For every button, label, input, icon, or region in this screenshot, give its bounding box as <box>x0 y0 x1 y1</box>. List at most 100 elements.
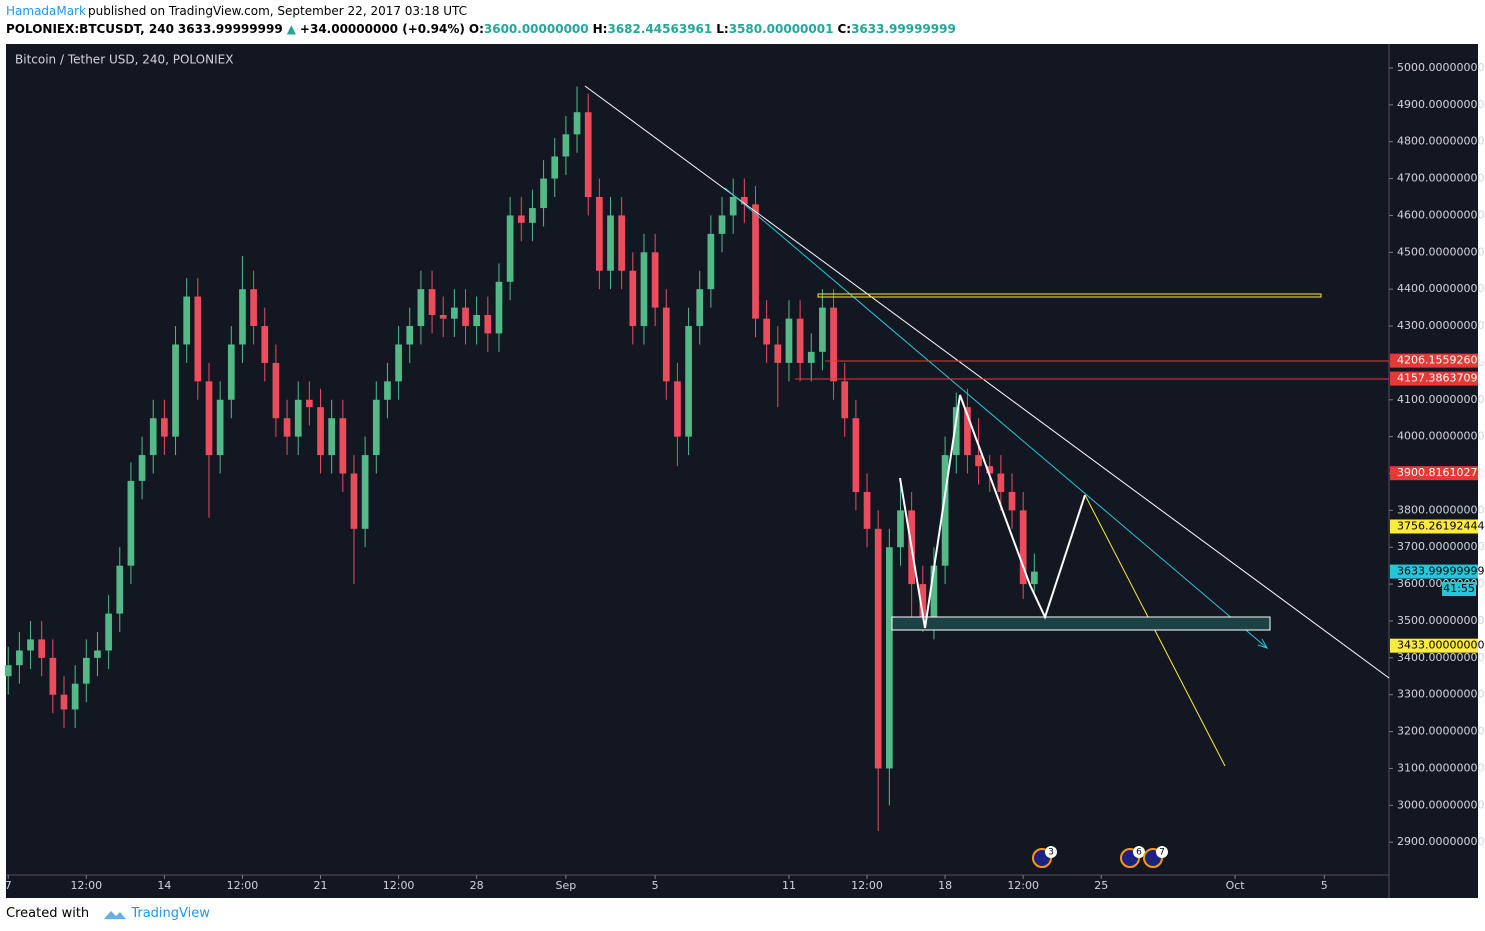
x-tick-label: Oct <box>1226 879 1246 892</box>
drawings <box>584 85 1390 767</box>
candle-body <box>662 307 670 382</box>
candle-body <box>774 344 782 363</box>
pattern[interactable] <box>899 394 1086 629</box>
candle-body <box>82 657 90 684</box>
candle-body <box>841 381 849 419</box>
price-label: 3433.00000000 <box>1397 639 1484 652</box>
y-tick-label: 4600.00000000 <box>1397 208 1484 221</box>
candle-body <box>696 289 704 327</box>
quote-part: L: <box>716 22 729 36</box>
candle-body <box>372 399 380 456</box>
quote-line: POLONIEX:BTCUSDT, 240 3633.99999999 ▲ +34.0… <box>6 22 960 36</box>
candle-body <box>94 650 101 658</box>
candle-body <box>885 547 893 769</box>
candle-body <box>986 466 994 474</box>
x-tick-label: 12:00 <box>227 879 259 892</box>
candle-body <box>227 344 235 400</box>
candle-body <box>941 455 949 566</box>
price-label: 3900.81610273 <box>1397 466 1484 479</box>
candle-body <box>183 296 191 345</box>
candle-body <box>651 252 659 308</box>
price-label-bg <box>1390 466 1478 481</box>
candle-body <box>149 418 157 456</box>
candle-body <box>417 289 425 327</box>
zone[interactable] <box>891 616 1271 631</box>
quote-part: +34.00000000 (+0.94%) <box>299 22 465 36</box>
price-label: 3633.99999999 <box>1397 565 1484 578</box>
x-tick-label: 11 <box>782 879 796 892</box>
candle-body <box>1019 510 1027 585</box>
candle-body <box>1030 571 1038 585</box>
y-tick-label: 3300.00000000 <box>1397 688 1484 701</box>
x-tick-label: 5 <box>652 879 659 892</box>
price-label-bg <box>1390 564 1478 579</box>
price-label: 4157.38637094 <box>1397 372 1484 385</box>
candle-body <box>752 204 759 319</box>
candle-body <box>674 381 681 437</box>
published: published on TradingView.com, September … <box>87 4 467 18</box>
candle-body <box>807 351 815 363</box>
zone[interactable] <box>817 293 1322 298</box>
countdown-bg <box>1442 582 1476 596</box>
y-tick-label: 4400.00000000 <box>1397 282 1484 295</box>
event-count: 3 <box>1048 848 1054 858</box>
candle-body <box>172 344 179 437</box>
candle-body <box>105 613 112 651</box>
event-badge <box>1156 846 1168 858</box>
candle-body <box>629 270 637 327</box>
candle-body <box>975 455 982 467</box>
x-tick-label: 25 <box>1094 879 1108 892</box>
candle-body <box>964 407 971 456</box>
candle-body <box>685 326 692 437</box>
y-tick-label: 5000.00000000 <box>1397 61 1484 74</box>
candle-body <box>239 289 246 345</box>
candle-body <box>317 407 324 456</box>
event-badge <box>1133 846 1145 858</box>
candle-body <box>919 584 927 621</box>
x-tick-label: 7 <box>5 879 12 892</box>
candle-body <box>529 208 536 223</box>
candle-body <box>930 565 938 621</box>
candle-body <box>283 418 291 437</box>
created-with: Created with <box>6 906 90 921</box>
chart-bg <box>6 44 1478 898</box>
y-tick-label: 4700.00000000 <box>1397 172 1484 185</box>
brand[interactable]: TradingView <box>131 906 210 921</box>
candle-body <box>718 215 726 234</box>
trendline[interactable] <box>584 85 1390 679</box>
price-label: 4206.15592605 <box>1397 354 1484 367</box>
candle-body <box>540 178 547 209</box>
candle-body <box>428 289 436 315</box>
y-tick-label: 2900.00000000 <box>1397 835 1484 848</box>
y-tick-label: 3700.00000000 <box>1397 540 1484 553</box>
candle-body <box>27 639 34 651</box>
candle-body <box>562 134 570 157</box>
candle-body <box>127 480 135 566</box>
author[interactable]: HamadaMark <box>6 4 86 18</box>
candle-body <box>607 215 614 271</box>
candle-body <box>384 381 391 400</box>
x-tick-label: 12:00 <box>383 879 415 892</box>
candle-body <box>796 318 804 363</box>
price-label-bg <box>1390 353 1478 368</box>
candle-body <box>138 455 146 481</box>
publish-line: HamadaMark published on TradingView.com, … <box>6 4 471 18</box>
candle-body <box>261 326 269 363</box>
quote-part: 3633.99999999 <box>177 22 283 36</box>
candle-body <box>863 491 871 529</box>
quote-part: C: <box>837 22 852 36</box>
price-label-bg <box>1390 519 1478 534</box>
y-tick-label: 3000.00000000 <box>1397 798 1484 811</box>
y-tick-label: 3500.00000000 <box>1397 614 1484 627</box>
candle-body <box>819 307 826 352</box>
candle-body <box>71 683 79 710</box>
quote-part: 3682.44563961 <box>607 22 713 36</box>
candle-body <box>584 112 592 198</box>
candle-body <box>551 156 559 179</box>
trendline[interactable] <box>724 187 1268 649</box>
y-tick-label: 4300.00000000 <box>1397 319 1484 332</box>
candle-body <box>640 252 648 327</box>
y-tick-label: 3200.00000000 <box>1397 725 1484 738</box>
y-tick-label: 4000.00000000 <box>1397 430 1484 443</box>
price-label: 3756.26192444 <box>1397 520 1484 533</box>
